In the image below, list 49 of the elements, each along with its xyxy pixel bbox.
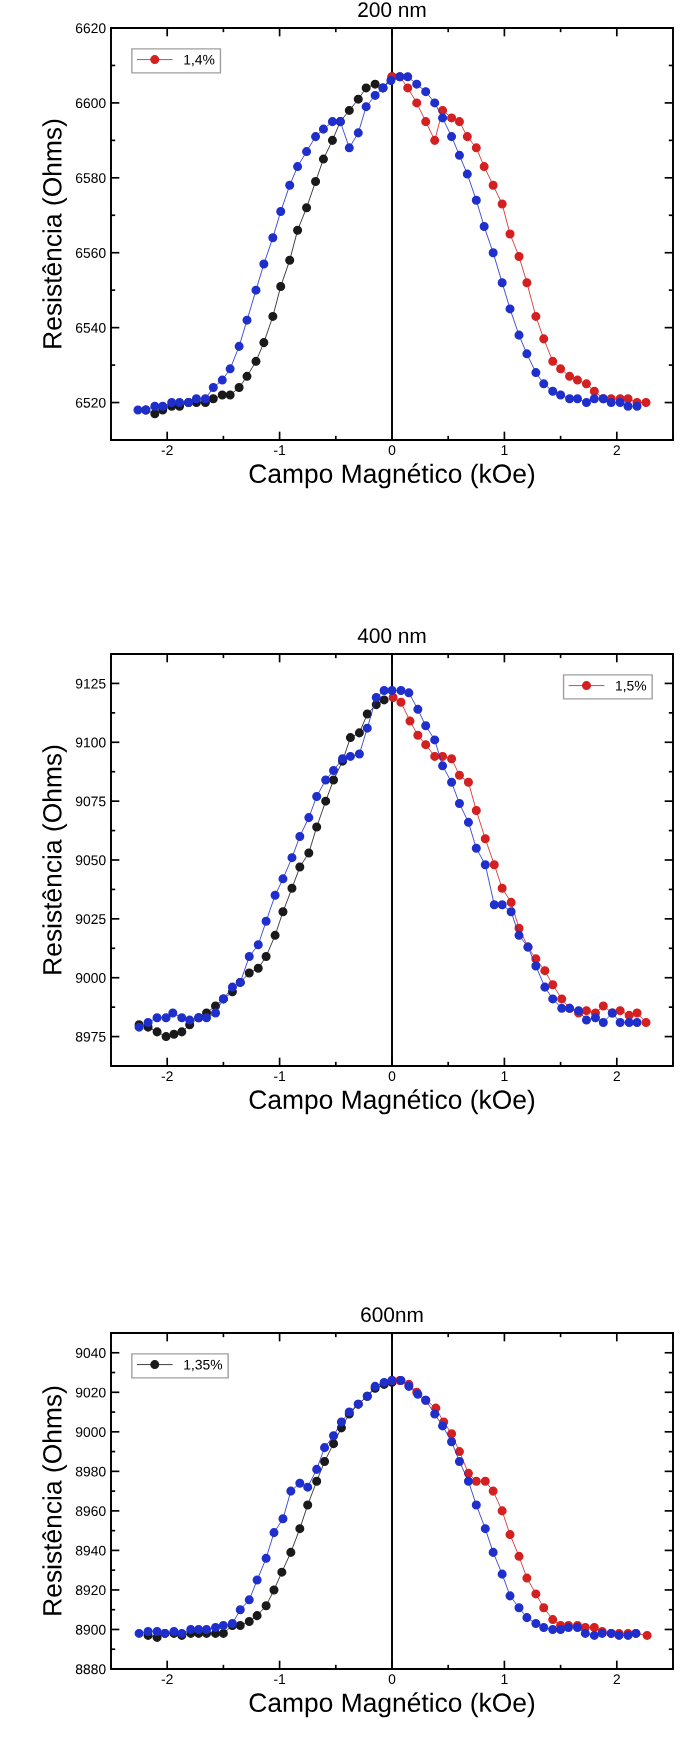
x-tick-label: 1 <box>501 1674 508 1684</box>
x-tick-label: -1 <box>274 1071 286 1081</box>
legend-label: 1,4% <box>184 54 215 67</box>
chart-title: 200 nm <box>358 2 426 18</box>
y-tick-label: 8940 <box>75 1545 106 1556</box>
y-axis-title: Resistência (Ohms) <box>42 745 67 974</box>
y-tick-label: 9020 <box>75 1387 106 1398</box>
x-tick-label: -2 <box>161 445 173 455</box>
y-tick-label: 9000 <box>75 973 106 983</box>
legend-label: 1,35% <box>184 1359 223 1372</box>
x-tick-label: 1 <box>501 445 508 455</box>
y-axis-title: Resistência (Ohms) <box>42 119 67 348</box>
x-tick-label: -1 <box>274 445 286 455</box>
x-tick-label: 1 <box>501 1071 508 1081</box>
x-tick-label: 2 <box>613 445 620 455</box>
x-tick-label: 2 <box>613 1071 620 1081</box>
x-tick-label: 2 <box>613 1674 620 1684</box>
x-tick-label: 0 <box>388 445 396 456</box>
y-tick-label: 9050 <box>75 855 106 866</box>
y-tick-label: 9100 <box>75 737 106 748</box>
y-tick-label: 8900 <box>75 1624 106 1635</box>
y-tick-label: 6600 <box>75 98 106 109</box>
y-tick-label: 9025 <box>75 914 106 925</box>
x-tick-label: 0 <box>388 1674 396 1685</box>
y-tick-label: 8960 <box>75 1506 106 1517</box>
y-tick-label: 8975 <box>75 1031 106 1042</box>
x-axis-title: Campo Magnético (kOe) <box>249 1692 535 1718</box>
x-tick-label: -2 <box>161 1674 173 1684</box>
y-tick-label: 9125 <box>75 678 106 689</box>
x-tick-label: -2 <box>161 1071 173 1081</box>
y-tick-label: 9000 <box>75 1427 106 1437</box>
y-tick-label: 6580 <box>75 173 106 183</box>
y-tick-label: 6540 <box>75 322 106 333</box>
y-axis-title: Resistência (Ohms) <box>42 1386 67 1615</box>
x-tick-label: 0 <box>388 1071 396 1082</box>
x-tick-label: -1 <box>274 1674 286 1684</box>
x-axis-title: Campo Magnético (kOe) <box>249 463 535 489</box>
y-tick-label: 9075 <box>75 796 106 807</box>
x-axis-title: Campo Magnético (kOe) <box>249 1089 535 1115</box>
y-tick-label: 6560 <box>75 248 106 258</box>
legend-label: 1,5% <box>616 680 647 693</box>
y-tick-label: 8920 <box>75 1585 106 1596</box>
y-tick-label: 8980 <box>75 1466 106 1477</box>
y-tick-label: 6620 <box>75 23 106 34</box>
chart-title: 400 nm <box>357 628 426 644</box>
y-tick-label: 6520 <box>75 397 106 408</box>
y-tick-label: 8880 <box>75 1664 106 1675</box>
chart-title: 600nm <box>361 1307 423 1323</box>
y-tick-label: 9040 <box>75 1348 106 1358</box>
